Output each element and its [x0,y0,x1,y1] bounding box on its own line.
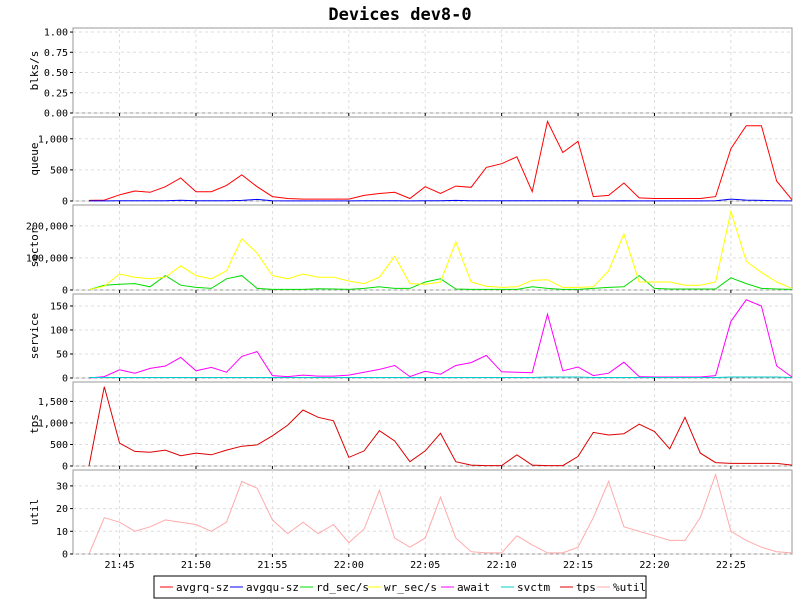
y-axis-label: queue [28,142,41,175]
y-tick-label: 1,000 [38,134,68,145]
y-axis-label: service [28,313,41,359]
y-tick-label: 100 [50,326,68,337]
legend-label: await [457,581,490,594]
x-tick-label: 22:25 [716,560,746,571]
y-tick-label: 0 [62,462,68,473]
y-tick-label: 1.00 [44,28,68,39]
panel-service: 0 50 100 150 service [28,293,793,385]
legend-label: wr_sec/s [384,581,437,594]
y-axis-label: blks/s [28,51,41,91]
legend-item-util: %util [597,581,646,594]
y-tick-label: 0 [62,197,68,208]
y-tick-label: 150 [50,302,68,313]
y-tick-label: 1,500 [38,397,68,408]
y-tick-label: 0 [62,286,68,297]
x-tick-label: 21:50 [181,560,211,571]
panel-frame [72,469,793,555]
legend-label: tps [576,581,596,594]
panel-frame [72,293,793,379]
series-line-avgrq-sz [88,119,793,201]
x-tick-label: 22:20 [639,560,669,571]
y-tick-label: 1,000 [38,418,68,429]
y-axis-label: util [28,499,41,526]
panel-util: 0 10 20 30 util 21:45 21:50 21:55 22:00 22:05 22:1… [28,469,793,571]
chart-legend: avgrq-sz avgqu-sz rd_sec/s wr_sec/s await svc… [153,575,647,599]
legend-label: avgrq-sz [176,581,229,594]
legend-item-avgrq-sz: avgrq-sz [160,581,229,594]
y-tick-label: 0.75 [44,48,68,59]
x-tick-label: 21:55 [257,560,287,571]
series-line-avgqu-sz [89,198,793,202]
legend-label: %util [613,581,646,594]
y-tick-label: 500 [50,165,68,176]
panel-frame [72,204,793,291]
y-tick-label: 100,000 [26,253,68,264]
chart-title: Devices dev8-0 [328,5,471,25]
y-tick-label: 50 [56,350,68,361]
series-line-tps [88,386,793,467]
legend-item-tps: tps [560,581,596,594]
y-tick-label: 500 [50,440,68,451]
panel-frame [72,27,793,114]
y-tick-label: 30 [56,481,68,492]
y-tick-label: 0.25 [44,88,68,99]
y-tick-label: 0.50 [44,68,68,79]
x-tick-label: 22:00 [334,560,364,571]
legend-box [153,575,647,599]
y-tick-label: 0 [62,550,68,561]
panel-blks-s: 0.00 0.25 0.50 0.75 1.00 blks/s [28,27,793,120]
x-tick-label: 22:05 [410,560,440,571]
legend-item-wr-sec-s: wr_sec/s [368,581,437,594]
y-tick-label: 20 [56,504,68,515]
x-tick-label: 21:45 [105,560,135,571]
x-tick-label: 22:15 [563,560,593,571]
legend-item-await: await [441,581,490,594]
y-tick-label: 0.00 [44,109,68,120]
panel-frame [72,116,793,202]
y-axis-label: tps [28,414,41,434]
y-tick-label: 0 [62,374,68,385]
legend-label: avgqu-sz [246,581,299,594]
panel-tps: 0 500 1,000 1,500 tps [28,381,793,473]
chart-panels: 0.000.250.500.751.00blks/s05001,000queue… [26,27,793,571]
legend-item-rd-sec-s: rd_sec/s [300,581,369,594]
legend-label: rd_sec/s [316,581,369,594]
x-tick-label: 22:10 [487,560,517,571]
legend-label: svctm [517,581,550,594]
y-axis-label: sector [28,227,41,267]
y-tick-label: 200,000 [26,221,68,232]
panel-frame [72,381,793,467]
series-line-util [88,472,793,555]
legend-item-avgqu-sz: avgqu-sz [230,581,299,594]
series-line-rd-sec-s [88,274,793,291]
series-line-svctm [89,376,793,378]
legend-item-svctm: svctm [501,581,550,594]
series-line-wr-sec-s [88,209,793,291]
y-tick-label: 10 [56,527,68,538]
